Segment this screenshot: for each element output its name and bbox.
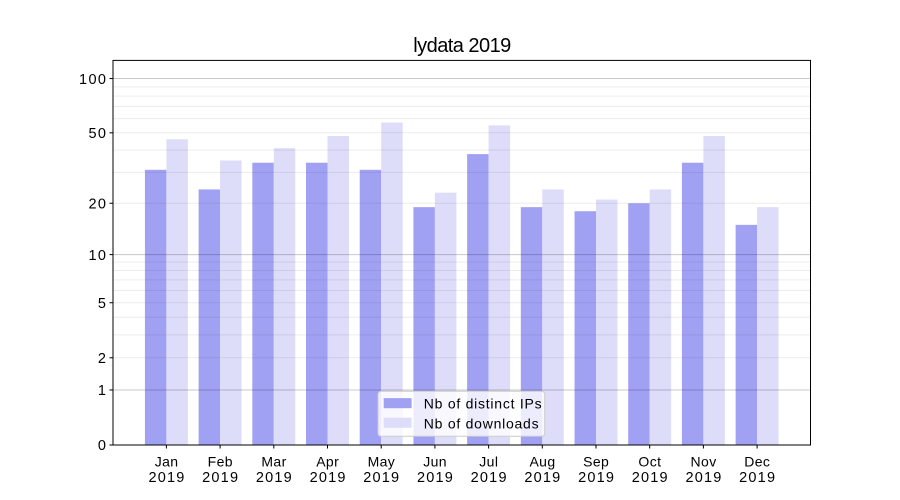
svg-text:2019: 2019 [524,470,561,486]
svg-text:Aug: Aug [529,453,555,469]
svg-text:5: 5 [98,296,107,312]
svg-text:2019: 2019 [148,470,185,486]
svg-text:2019: 2019 [471,470,508,486]
svg-text:2019: 2019 [739,470,776,486]
svg-text:2019: 2019 [202,470,239,486]
svg-text:Nov: Nov [691,453,717,469]
svg-text:Jun: Jun [423,453,447,469]
svg-text:2019: 2019 [363,470,400,486]
svg-text:2: 2 [98,351,107,367]
svg-text:Jul: Jul [479,453,498,469]
svg-text:Mar: Mar [261,453,286,469]
svg-text:Apr: Apr [316,453,339,469]
svg-text:10: 10 [88,248,107,264]
svg-text:Sep: Sep [583,453,609,469]
svg-text:Oct: Oct [638,453,661,469]
svg-text:Feb: Feb [208,453,233,469]
svg-text:Nb of distinct IPs: Nb of distinct IPs [424,396,543,412]
svg-text:2019: 2019 [632,470,669,486]
svg-text:Nb of downloads: Nb of downloads [424,415,540,431]
svg-text:2019: 2019 [417,470,454,486]
svg-text:May: May [368,453,396,469]
svg-text:2019: 2019 [310,470,347,486]
svg-text:Dec: Dec [744,453,770,469]
svg-text:2019: 2019 [578,470,615,486]
svg-text:100: 100 [79,72,107,88]
svg-text:2019: 2019 [685,470,722,486]
svg-text:0: 0 [98,438,107,454]
svg-text:1: 1 [98,383,107,399]
svg-text:Jan: Jan [155,453,179,469]
svg-text:20: 20 [88,196,107,212]
svg-text:2019: 2019 [256,470,293,486]
svg-text:50: 50 [88,126,107,142]
svg-text:lydata 2019: lydata 2019 [413,35,511,57]
